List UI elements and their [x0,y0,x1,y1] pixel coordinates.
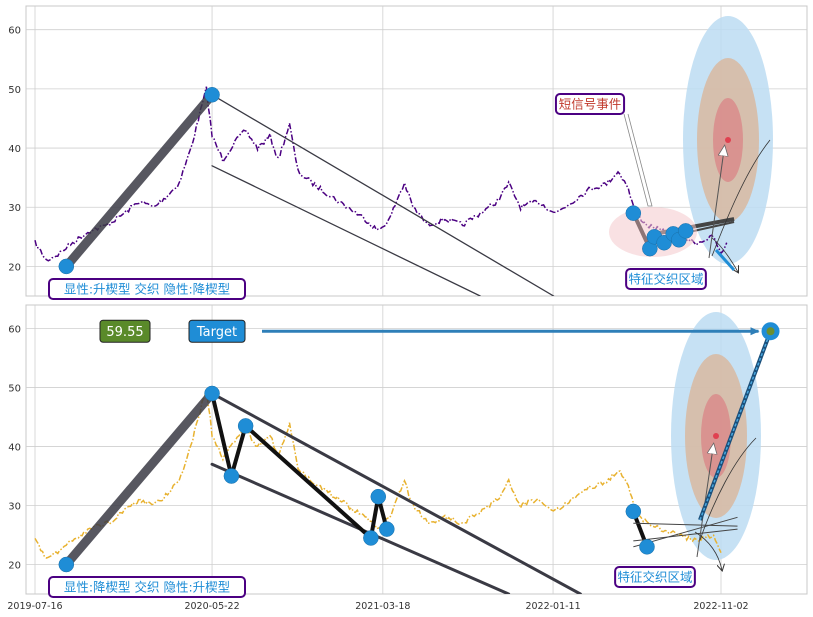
pattern-point [363,530,379,546]
y-tick-label: 50 [8,85,21,96]
target-point-core [766,327,775,336]
zone-center [725,137,731,143]
y-tick-label: 60 [8,26,21,37]
y-tick-label: 20 [8,561,21,572]
signal-pointer [623,113,653,207]
fit-line [633,528,738,542]
x-tick-label: 2019-07-16 [7,601,62,612]
price-series-line [34,86,728,262]
projection-path [714,248,736,272]
x-tick-label: 2020-05-22 [184,601,239,612]
target-value-badge: 59.55 [99,319,151,343]
fit-line [61,388,217,570]
target-value-text: 59.55 [106,325,143,340]
zone-center [713,433,719,439]
pattern-point [370,488,387,505]
x-tick-label: 2022-01-11 [525,601,580,612]
pattern-label-text: 显性:降楔型 交织 隐性:升楔型 [64,580,230,595]
fit-line [633,522,738,527]
pattern-point [204,87,220,103]
fit-line [211,165,481,296]
projection-curve [711,139,771,257]
projection-arrow [708,150,724,259]
pattern-point [625,205,642,221]
y-tick-label: 40 [8,443,21,454]
pattern-point [379,521,395,537]
projection-curve [711,237,738,272]
target-label-badge: Target [188,319,246,343]
pattern-label: 显性:升楔型 交织 隐性:降楔型 [48,278,246,300]
pattern-point [223,468,240,484]
target-projection-path [699,330,772,521]
fit-line [211,94,555,296]
chart-panel-1: 20 30 40 50 60 显性:升楔型 交织 隐性:降楔型 特征交织区域 短信号事件 [8,5,808,300]
signal-label-text: 短信号事件 [559,97,622,112]
pattern-point [237,418,254,434]
zone-label-text: 特征交织区域 [628,272,703,287]
zone-label: 特征交织区域 [625,268,707,290]
projection-curve [699,437,757,541]
pattern-point [677,223,694,239]
target-label-text: Target [196,325,237,340]
y-tick-label: 20 [8,262,21,273]
zone-label-text: 特征交织区域 [617,570,692,585]
pattern-label: 显性:降楔型 交织 隐性:升楔型 [48,576,246,598]
x-tick-label: 2022-11-02 [693,601,748,612]
zone-label: 特征交织区域 [614,566,696,588]
projection-curve [694,531,722,570]
chart-panel-2: 20 30 40 50 60 2019-07-16 2020-05-22 2021-03-18… [7,304,808,612]
pattern-point [58,556,75,573]
x-tick-label: 2021-03-18 [355,601,410,612]
pattern-point [625,503,642,520]
y-tick-label: 60 [8,325,21,336]
pattern-label-text: 显性:升楔型 交织 隐性:降楔型 [64,282,230,297]
pattern-point [639,539,655,555]
y-tick-label: 30 [8,203,21,214]
pattern-point [204,385,220,402]
pattern-point [58,258,75,275]
y-tick-label: 50 [8,384,21,395]
signal-label: 短信号事件 [554,93,626,115]
y-tick-label: 30 [8,502,21,513]
fit-line [210,391,582,594]
fit-line [61,90,217,271]
y-tick-label: 40 [8,144,21,155]
